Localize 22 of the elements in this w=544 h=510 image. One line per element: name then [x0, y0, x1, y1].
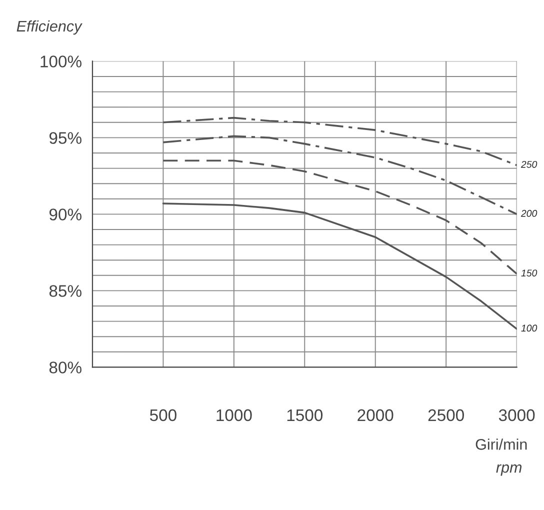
y-tick-label: 90%	[49, 208, 82, 220]
series-label: 200	[520, 210, 538, 217]
series-label: 100	[521, 324, 538, 332]
x-tick-label: 1000	[216, 409, 252, 422]
x-tick-label: 3000	[498, 409, 535, 422]
x-tick-label: 2000	[358, 409, 394, 422]
y-tick-label: 85%	[49, 285, 82, 297]
text: rpm	[496, 464, 522, 476]
x-axis-title: Giri/min	[476, 438, 527, 450]
y-tick-label: 100%	[40, 56, 82, 68]
line-series	[162, 116, 517, 166]
series-label: 250	[520, 160, 538, 168]
y-axis-title: Efficiency	[16, 20, 82, 35]
series-label: 150	[521, 270, 538, 276]
y-tick-label: 95%	[49, 132, 82, 144]
x-tick-label: 500	[150, 409, 176, 422]
line-series	[162, 135, 517, 216]
y-tick-label: 80%	[49, 362, 82, 374]
x-tick-label: 2500	[428, 409, 464, 422]
x-tick-label: 1500	[287, 409, 323, 422]
line-series	[162, 202, 517, 330]
line-series	[162, 160, 517, 275]
